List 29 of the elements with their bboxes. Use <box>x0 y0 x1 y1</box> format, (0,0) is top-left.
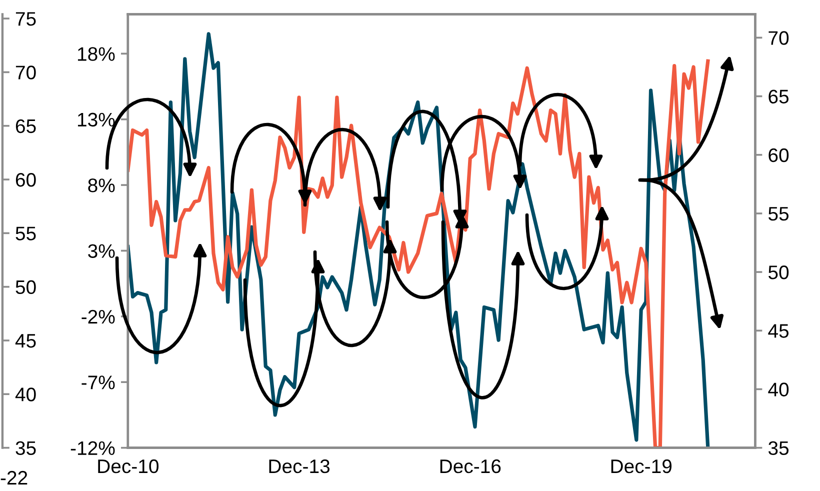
y2-tick-label: 65 <box>768 90 789 104</box>
y3-tick-label: 50 <box>16 280 36 294</box>
y2-tick-label: 35 <box>768 441 789 456</box>
y3-tick-label: 45 <box>15 334 36 348</box>
y3-tick-label: 40 <box>15 388 36 402</box>
y-tick-label: -2% <box>82 310 115 324</box>
y-tick-label: 18% <box>78 47 115 61</box>
y2-tick-label: 60 <box>768 148 789 162</box>
y2-tick-label: 45 <box>768 324 789 338</box>
y-tick-label: -7% <box>82 376 115 390</box>
x-tick-label: Dec-16 <box>440 459 501 474</box>
y-tick-label: 13% <box>78 112 115 127</box>
y3-tick-label: 75 <box>16 12 36 26</box>
y-tick-label: 3% <box>88 244 115 258</box>
y2-tick-label: 70 <box>768 31 789 45</box>
y-tick-label: -12% <box>70 441 115 455</box>
y2-tick-label: 50 <box>768 265 789 280</box>
y-tick-label: 8% <box>88 178 115 192</box>
y3-tick-label: 70 <box>16 66 36 80</box>
text: -22 <box>0 470 28 485</box>
y3-tick-label: 35 <box>16 441 36 456</box>
y3-tick-label: 60 <box>16 172 36 187</box>
x-tick-label: Dec-19 <box>611 459 672 474</box>
y2-tick-label: 40 <box>768 382 789 396</box>
y3-tick-label: 55 <box>16 226 36 240</box>
y3-tick-label: 65 <box>16 119 36 134</box>
x-tick-label: Dec-10 <box>98 459 158 474</box>
y2-tick-label: 55 <box>768 207 789 221</box>
x-tick-label: Dec-13 <box>269 459 330 474</box>
